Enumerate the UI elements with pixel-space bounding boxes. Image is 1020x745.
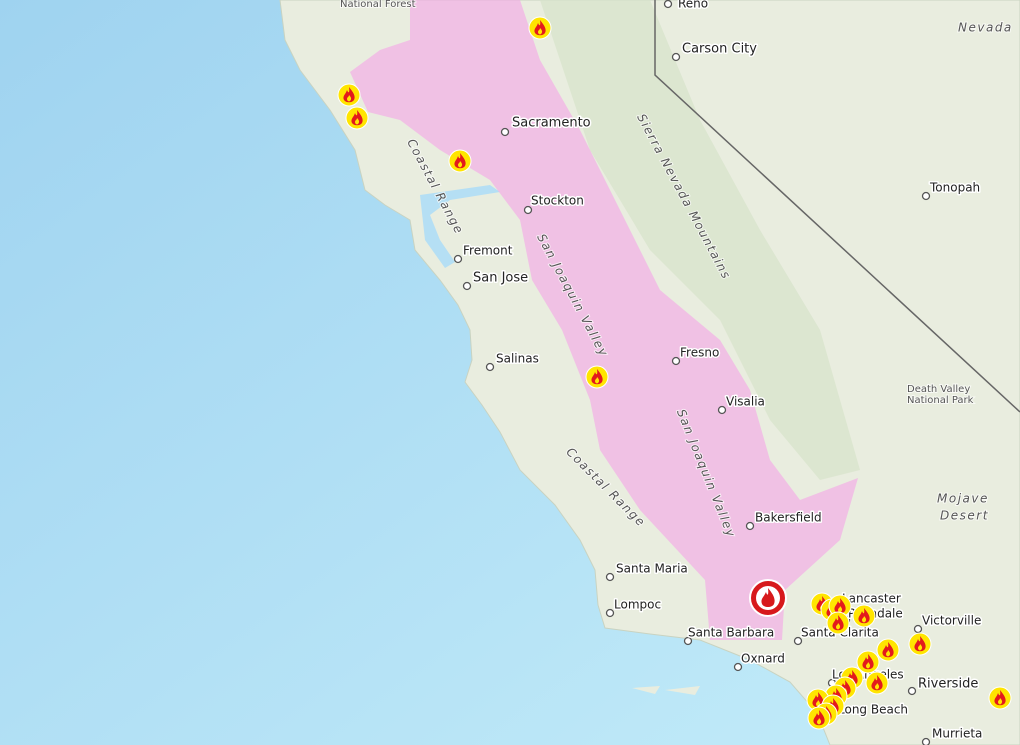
island (632, 686, 700, 695)
place-label: Santa Maria (616, 562, 688, 576)
place-label: Stockton (531, 194, 584, 208)
smoke-area (350, 0, 858, 640)
fire-marker (865, 671, 889, 695)
place-dot (453, 254, 463, 264)
fire-marker (337, 83, 361, 107)
region-label: Death Valley (907, 384, 970, 395)
region-label: National Park (907, 395, 974, 406)
region-label: National Forest (340, 0, 416, 10)
place-label: Victorville (922, 614, 981, 628)
place-label: San Jose (473, 271, 528, 286)
place-label: Bakersfield (755, 511, 822, 525)
place-label: Riverside (918, 677, 978, 692)
place-dot (523, 205, 533, 215)
place-label: Sacramento (512, 116, 591, 131)
fire-marker (585, 365, 609, 389)
place-label: Long Beach (838, 703, 908, 717)
bay (420, 185, 500, 268)
region-label: Desert (940, 509, 989, 523)
fire-marker (988, 686, 1012, 710)
place-dot (671, 356, 681, 366)
place-dot (663, 0, 673, 9)
fire-marker (448, 149, 472, 173)
place-dot (605, 608, 615, 618)
region-label: Nevada (958, 21, 1013, 35)
fire-marker (807, 706, 831, 730)
region-label: Mojave (937, 492, 989, 506)
place-label: Visalia (726, 395, 765, 409)
place-dot (921, 191, 931, 201)
place-label: Fremont (463, 244, 513, 258)
place-dot (671, 52, 681, 62)
place-label: Tonopah (929, 181, 980, 195)
place-dot (500, 127, 510, 137)
place-dot (717, 405, 727, 415)
fire-marker-large (749, 579, 787, 617)
fire-marker (528, 16, 552, 40)
fire-marker (852, 604, 876, 628)
place-label: Salinas (496, 352, 539, 366)
place-dot (605, 572, 615, 582)
place-label: Reno (678, 0, 708, 11)
place-dot (485, 362, 495, 372)
place-dot (907, 686, 917, 696)
place-dot (733, 662, 743, 672)
place-dot (745, 521, 755, 531)
place-dot (683, 636, 693, 646)
place-label: Lompoc (614, 598, 661, 612)
place-label: Santa Barbara (688, 626, 774, 640)
place-dot (793, 636, 803, 646)
fire-marker (826, 611, 850, 635)
terrain (540, 0, 860, 480)
fire-marker (908, 632, 932, 656)
place-label: Murrieta (932, 727, 982, 741)
place-dot (462, 281, 472, 291)
fire-marker (856, 650, 880, 674)
fire-marker (345, 106, 369, 130)
place-label: Carson City (682, 42, 757, 57)
place-label: Oxnard (741, 652, 785, 666)
place-label: Fresno (680, 346, 719, 360)
place-dot (913, 624, 923, 634)
place-dot (921, 737, 931, 745)
fire-marker (876, 638, 900, 662)
state-line (654, 0, 1020, 413)
place-label: Lancaster (842, 592, 901, 606)
